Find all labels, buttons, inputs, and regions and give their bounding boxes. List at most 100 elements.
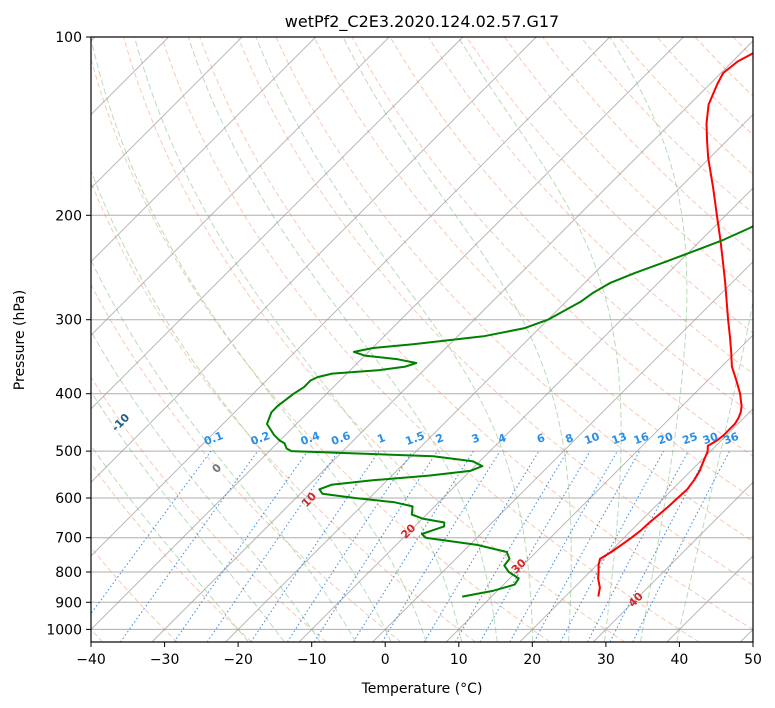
x-tick-label: 30: [597, 652, 615, 668]
moist-adiabat-line: [91, 169, 392, 642]
x-tick-label: 40: [670, 652, 688, 668]
mixing-ratio-line: [173, 450, 309, 642]
mixing-ratio-label: 0.4: [299, 429, 322, 448]
moist-adiabat-line: [134, 37, 463, 642]
mixing-ratio-line: [206, 450, 339, 642]
y-tick-label: 1000: [46, 622, 82, 638]
moist-adiabat-line: [91, 390, 285, 642]
isotherm-line: [91, 37, 537, 484]
mixing-ratio-label: 1: [375, 431, 387, 446]
dry-adiabat-line: [123, 37, 625, 642]
isotherm-line: [91, 37, 464, 410]
mixing-ratio-line: [509, 450, 618, 642]
x-tick-label: 0: [381, 652, 390, 668]
dry-adiabat-line: [465, 37, 753, 334]
mixing-ratio-label: 0.1: [202, 429, 225, 448]
plot-frame: [90, 36, 754, 643]
y-tick-label: 600: [55, 491, 82, 507]
temperature-profile: [597, 52, 753, 597]
y-tick-label: 300: [55, 313, 82, 329]
mixing-ratio-label: 6: [535, 431, 547, 446]
mixing-ratio-label: 0.6: [330, 429, 353, 448]
chart-title: wetPf2_C2E3.2020.124.02.57.G17: [285, 12, 559, 32]
x-tick-label: 10: [450, 652, 468, 668]
mixing-ratio-label: 13: [610, 430, 629, 447]
mixing-ratio-label: 1.5: [404, 429, 427, 448]
y-tick-label: 200: [55, 208, 82, 224]
mixing-ratio-line: [352, 450, 475, 642]
moist-adiabat-line: [676, 299, 753, 642]
isotherm-line: [592, 481, 753, 642]
moist-adiabat-line: [609, 37, 688, 642]
mixing-ratio-label: 25: [681, 430, 700, 447]
dry-adiabat-line: [771, 37, 775, 642]
dry-adiabat-line: [504, 37, 753, 294]
mixing-ratio-label: 36: [722, 430, 741, 448]
y-tick-label: 700: [55, 531, 82, 547]
mixing-ratio-label: 2: [434, 431, 446, 446]
background-lines: [91, 37, 775, 642]
isotherm-line: [91, 37, 684, 631]
moist-adiabat-line: [91, 444, 249, 642]
isotherm-line: [91, 37, 243, 189]
moist-adiabat-line: [91, 37, 427, 642]
dry-adiabat-line: [91, 463, 253, 642]
y-tick-label: 100: [55, 30, 82, 46]
isotherm-line: [91, 37, 390, 336]
x-tick-label: −40: [76, 652, 106, 668]
moist-adiabat-line: [255, 37, 534, 642]
x-tick-label: −20: [223, 652, 253, 668]
mixing-ratio-label: 4: [496, 431, 508, 446]
mixing-ratio-label: 3: [470, 431, 482, 446]
mixing-ratio-line: [119, 450, 259, 642]
x-tick-label: 50: [744, 652, 762, 668]
isotherm-line: [445, 334, 753, 642]
mixing-ratio-line: [313, 450, 438, 642]
mixing-ratio-label: 8: [564, 431, 576, 446]
x-tick-label: 20: [523, 652, 541, 668]
dry-adiabat-line: [91, 376, 327, 642]
mixing-ratio-label: 20: [656, 430, 675, 448]
isotherm-line: [225, 113, 753, 642]
mixing-ratio-line: [632, 450, 731, 642]
y-tick-label: 500: [55, 444, 82, 460]
x-tick-label: −30: [150, 652, 180, 668]
y-tick-label: 400: [55, 387, 82, 403]
dry-adiabat-line: [91, 546, 178, 642]
mixing-ratio-label: 0.2: [249, 429, 272, 448]
dry-adiabat-line: [313, 37, 753, 500]
mixing-ratio-line: [381, 450, 501, 642]
moist-adiabat-line: [342, 37, 572, 642]
isotherm-line: [298, 187, 753, 642]
mixing-ratio-line: [91, 450, 212, 615]
dry-adiabat-line: [91, 56, 551, 642]
mixing-ratio-line: [560, 450, 665, 642]
x-axis-label: Temperature (°C): [361, 681, 483, 697]
y-axis-label: Pressure (hPa): [12, 290, 28, 390]
moist-adiabat-line: [91, 259, 357, 642]
mixing-ratio-label: 30: [701, 430, 720, 448]
y-tick-label: 800: [55, 565, 82, 581]
mixing-ratio-line: [250, 450, 380, 642]
moist-adiabat-line: [187, 37, 498, 642]
dry-adiabat-line: [91, 181, 476, 642]
axes: −40 −30 −20 −10 0 10 20 30 40 5010020030040050060…: [46, 30, 762, 668]
profile-lines: [266, 52, 753, 598]
line-labels: 0.1 0.2 0.4 0.6 1 1.5 2 3 4 6 8 10 13 16 20 25 30 36-1001…: [109, 411, 741, 610]
mixing-ratio-label: 10: [583, 430, 602, 448]
isotherm-line: [372, 260, 753, 642]
mixing-ratio-label: 16: [632, 430, 651, 448]
x-tick-label: −10: [297, 652, 327, 668]
dry-adiabat-line: [389, 37, 753, 416]
dewpoint-profile: [266, 225, 753, 598]
dry-adiabat-line: [199, 37, 753, 630]
y-tick-label: 900: [55, 595, 82, 611]
dry-adiabat-line: [237, 37, 753, 586]
moist-adiabat-line: [457, 37, 622, 642]
plot-area: [91, 37, 753, 642]
isotherm-line: [91, 37, 611, 557]
mixing-ratio-line: [286, 450, 414, 642]
isotherm-line: [519, 408, 753, 642]
isotherm-line: [91, 37, 317, 263]
